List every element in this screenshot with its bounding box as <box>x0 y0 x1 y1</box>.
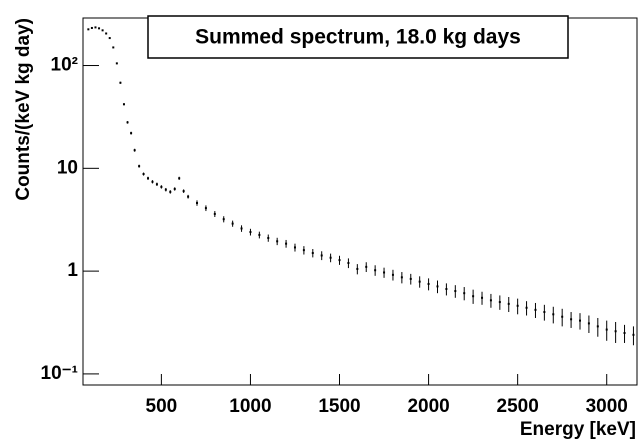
data-point <box>258 233 261 236</box>
data-point <box>164 188 167 191</box>
data-point <box>472 295 475 298</box>
data-point <box>155 183 158 186</box>
data-point <box>187 195 190 198</box>
data-point <box>213 212 216 215</box>
data-point <box>98 27 101 30</box>
title-box <box>147 15 569 59</box>
x-tick-label: 2000 <box>407 396 449 417</box>
data-point <box>105 32 108 35</box>
y-tick-label: 10⁻¹ <box>41 363 79 384</box>
data-point <box>614 330 617 333</box>
data-point <box>365 265 368 268</box>
data-point <box>122 103 125 106</box>
data-point <box>320 254 323 257</box>
x-axis-label: Energy [keV] <box>520 419 636 440</box>
data-point <box>356 267 359 270</box>
data-point <box>561 315 564 318</box>
data-point <box>454 290 457 293</box>
y-axis-label: Counts/(keV kg day) <box>13 18 34 201</box>
data-point <box>173 187 176 190</box>
y-tick-label: 1 <box>67 260 78 281</box>
data-point <box>463 292 466 295</box>
data-point <box>543 311 546 314</box>
data-point <box>632 333 635 336</box>
data-point <box>108 37 111 40</box>
data-point <box>507 302 510 305</box>
data-point <box>142 173 145 176</box>
data-point <box>130 132 133 135</box>
data-point <box>169 190 172 193</box>
data-point <box>231 222 234 225</box>
data-point <box>90 26 93 29</box>
data-point <box>101 29 104 32</box>
data-point <box>605 328 608 331</box>
data-point <box>374 269 377 272</box>
data-point <box>293 246 296 249</box>
data-point <box>94 26 97 29</box>
data-point <box>133 149 136 152</box>
data-point <box>112 46 115 49</box>
data-point <box>570 318 573 321</box>
x-tick-label: 2500 <box>497 396 539 417</box>
data-point <box>178 177 181 180</box>
data-point <box>119 81 122 84</box>
y-tick-label: 10² <box>51 55 78 76</box>
data-point <box>126 121 129 124</box>
data-point <box>489 299 492 302</box>
data-point <box>596 325 599 328</box>
data-point <box>196 201 199 204</box>
x-tick-label: 500 <box>146 396 178 417</box>
data-point <box>138 165 141 168</box>
data-point <box>516 304 519 307</box>
data-point <box>418 280 421 283</box>
plot-frame <box>82 17 638 386</box>
data-point <box>347 261 350 264</box>
data-point <box>498 301 501 304</box>
data-point <box>249 231 252 234</box>
x-tick-label: 3000 <box>586 396 628 417</box>
data-point <box>311 252 314 255</box>
data-point <box>267 236 270 239</box>
data-point <box>400 276 403 279</box>
data-point <box>329 256 332 259</box>
data-point <box>409 277 412 280</box>
data-point <box>182 190 185 193</box>
chart-title: Summed spectrum, 18.0 kg days <box>195 26 521 49</box>
y-tick-label: 10 <box>57 157 78 178</box>
data-point <box>623 332 626 335</box>
data-point <box>445 287 448 290</box>
data-point <box>552 313 555 316</box>
data-point <box>87 28 90 31</box>
data-point <box>240 227 243 230</box>
data-point <box>276 240 279 243</box>
data-point <box>222 218 225 221</box>
data-point <box>481 296 484 299</box>
data-point <box>204 207 207 210</box>
data-point <box>160 185 163 188</box>
x-tick-label: 1000 <box>229 396 271 417</box>
data-point <box>115 62 118 65</box>
data-point <box>436 285 439 288</box>
data-point <box>534 308 537 311</box>
data-point <box>338 259 341 262</box>
data-point <box>302 249 305 252</box>
data-point <box>147 177 150 180</box>
data-point <box>383 271 386 274</box>
data-point <box>391 273 394 276</box>
data-point <box>427 282 430 285</box>
data-point <box>151 180 154 183</box>
data-point <box>285 242 288 245</box>
x-tick-label: 1500 <box>318 396 360 417</box>
data-point <box>578 319 581 322</box>
data-point <box>587 322 590 325</box>
data-point <box>525 306 528 309</box>
